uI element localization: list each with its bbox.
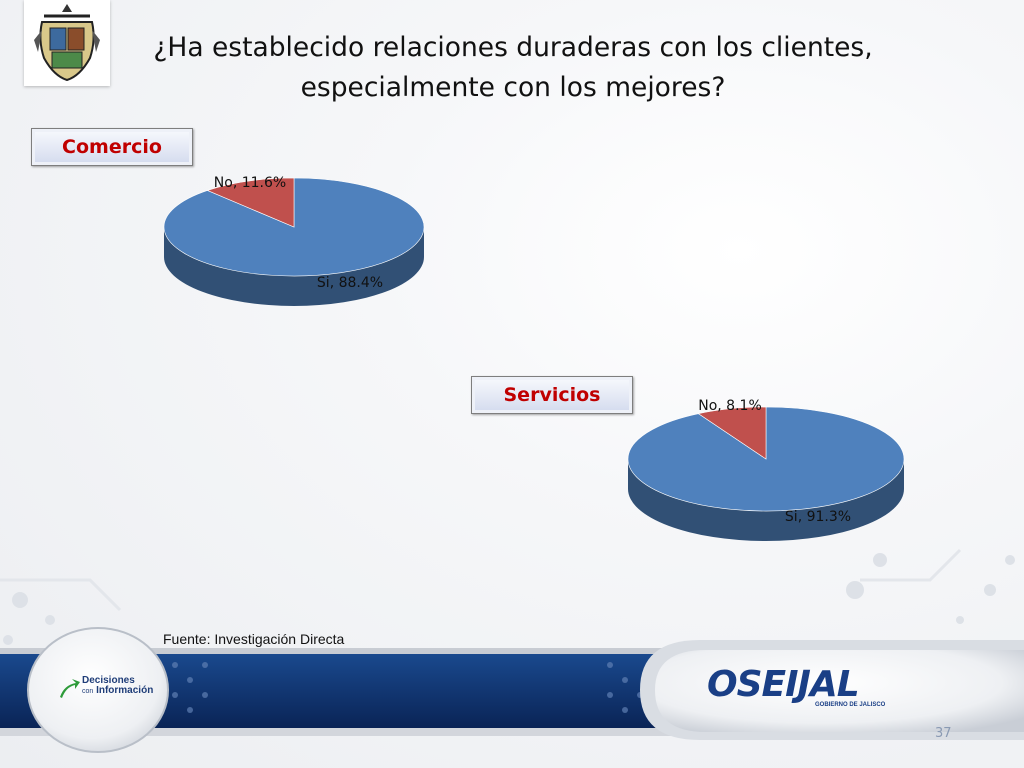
servicios-label: Servicios [471, 376, 633, 414]
data-label-no: No, 11.6% [214, 175, 286, 191]
decisiones-logo: Decisiones con Información [58, 676, 154, 706]
pie-slice-no [697, 406, 767, 460]
source-note: Fuente: Investigación Directa [163, 631, 345, 647]
decisiones-text: Decisiones [82, 675, 135, 686]
servicios-pie-chart: Si, 91.3% No, 8.1% [627, 398, 905, 541]
slide-title: ¿Ha establecido relaciones duraderas con… [118, 28, 908, 108]
page-number: 37 [935, 726, 952, 741]
title-line-1: ¿Ha establecido relaciones duraderas con… [153, 32, 873, 63]
data-label-si: Si, 88.4% [317, 275, 383, 291]
coat-of-arms-logo [24, 0, 110, 86]
con-text: con [82, 688, 94, 695]
data-label-si: Si, 91.3% [785, 509, 851, 525]
gobierno-jalisco-text: GOBIERNO DE JALISCO [815, 702, 886, 708]
oseijal-logo: OSEIJAL GOBIERNO DE JALISCO [707, 664, 907, 716]
comercio-label-text: Comercio [35, 132, 189, 162]
comercio-pie-chart: Si, 88.4% No, 11.6% [163, 175, 425, 306]
pie-side-wall [164, 227, 424, 306]
data-label-no: No, 8.1% [698, 398, 762, 414]
shield-icon [34, 4, 100, 82]
pie-slice-no [206, 177, 295, 228]
comercio-label: Comercio [31, 128, 193, 166]
informacion-text: Información [96, 685, 154, 696]
servicios-label-text: Servicios [475, 380, 629, 410]
title-line-2: especialmente con los mejores? [300, 72, 726, 103]
pie-side-wall [628, 459, 904, 541]
arrow-logo-icon [60, 679, 80, 698]
oseijal-wordmark: OSEIJAL [707, 664, 860, 705]
